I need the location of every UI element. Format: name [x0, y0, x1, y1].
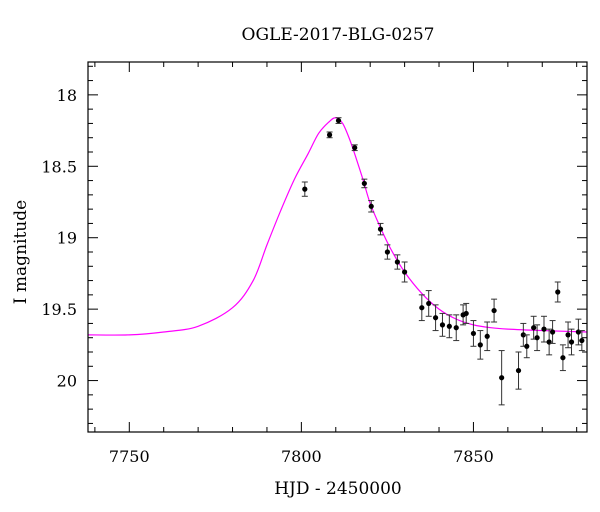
data-point-marker: [568, 339, 575, 345]
data-point: [546, 328, 553, 356]
data-point: [477, 330, 484, 360]
x-tick-label: 7800: [281, 447, 322, 466]
data-point: [470, 320, 477, 347]
data-point-marker: [491, 307, 497, 314]
data-point-marker: [377, 226, 384, 232]
data-point-marker: [549, 329, 556, 335]
data-point: [326, 131, 333, 139]
data-point-marker: [446, 323, 452, 329]
data-point-marker: [419, 305, 425, 311]
data-point: [425, 290, 432, 317]
data-point: [377, 222, 384, 236]
data-point: [401, 261, 408, 283]
data-point: [565, 321, 572, 349]
data-point: [301, 181, 308, 197]
data-point-marker: [520, 332, 526, 338]
data-point-marker: [463, 310, 469, 317]
data-point: [361, 178, 368, 189]
data-point-marker: [484, 333, 490, 339]
data-point-marker: [555, 289, 561, 295]
data-points-layer: [301, 117, 585, 406]
data-point: [439, 312, 446, 337]
data-point-marker: [534, 335, 540, 341]
data-point-marker: [453, 325, 459, 331]
data-point-marker: [515, 367, 522, 374]
ticks-layer: 7750 7800 7850 18 18.5 19 19.5 20: [41, 62, 587, 466]
data-point: [549, 320, 556, 344]
data-point: [446, 314, 453, 339]
data-point-marker: [439, 322, 446, 328]
data-point-marker: [477, 342, 483, 348]
data-point-marker: [402, 269, 408, 275]
data-point: [484, 321, 491, 352]
data-point: [335, 117, 342, 124]
data-point: [418, 294, 425, 322]
data-point-marker: [470, 330, 477, 337]
data-point: [530, 315, 537, 340]
data-point-marker: [531, 325, 537, 331]
data-point: [351, 144, 358, 152]
data-point-marker: [394, 259, 400, 265]
y-tick-label: 20: [57, 372, 77, 391]
y-tick-label: 18.5: [41, 157, 77, 176]
data-point: [515, 351, 522, 390]
data-point-marker: [302, 186, 308, 192]
data-point-marker: [524, 343, 530, 349]
y-axis-label: I magnitude: [11, 200, 31, 304]
data-point-marker: [541, 326, 547, 332]
data-point: [463, 302, 470, 324]
x-axis-label: HJD - 2450000: [274, 479, 402, 499]
data-point: [568, 328, 575, 356]
data-point-marker: [335, 117, 342, 124]
data-point-marker: [326, 132, 333, 138]
plot-frame: [87, 61, 588, 433]
data-point: [498, 350, 505, 406]
data-point: [534, 324, 541, 352]
data-point: [559, 344, 566, 372]
data-point: [523, 334, 530, 359]
data-point: [368, 200, 375, 213]
data-point-marker: [368, 203, 374, 209]
data-point: [578, 330, 585, 352]
data-point: [491, 298, 498, 323]
chart-title: OGLE-2017-BLG-0257: [242, 25, 435, 45]
data-point-marker: [384, 249, 390, 255]
data-point-marker: [579, 337, 585, 344]
data-point-marker: [499, 375, 505, 381]
x-tick-label: 7850: [453, 447, 494, 466]
data-point: [540, 315, 547, 343]
data-point-marker: [560, 355, 566, 361]
y-tick-label: 19: [57, 229, 77, 248]
data-point-marker: [361, 180, 367, 187]
model-curve-line: [87, 117, 588, 336]
data-point: [453, 314, 460, 342]
y-tick-label: 18: [57, 86, 77, 105]
model-curve-layer: [87, 117, 588, 336]
data-point: [394, 254, 401, 270]
data-point-marker: [426, 300, 432, 307]
data-point: [554, 281, 561, 303]
data-point-marker: [565, 332, 571, 338]
y-tick-label: 19.5: [41, 300, 77, 319]
data-point: [432, 304, 439, 332]
data-point: [384, 244, 391, 260]
data-point-marker: [352, 145, 358, 151]
x-tick-label: 7750: [109, 447, 150, 466]
data-point-marker: [432, 315, 439, 321]
